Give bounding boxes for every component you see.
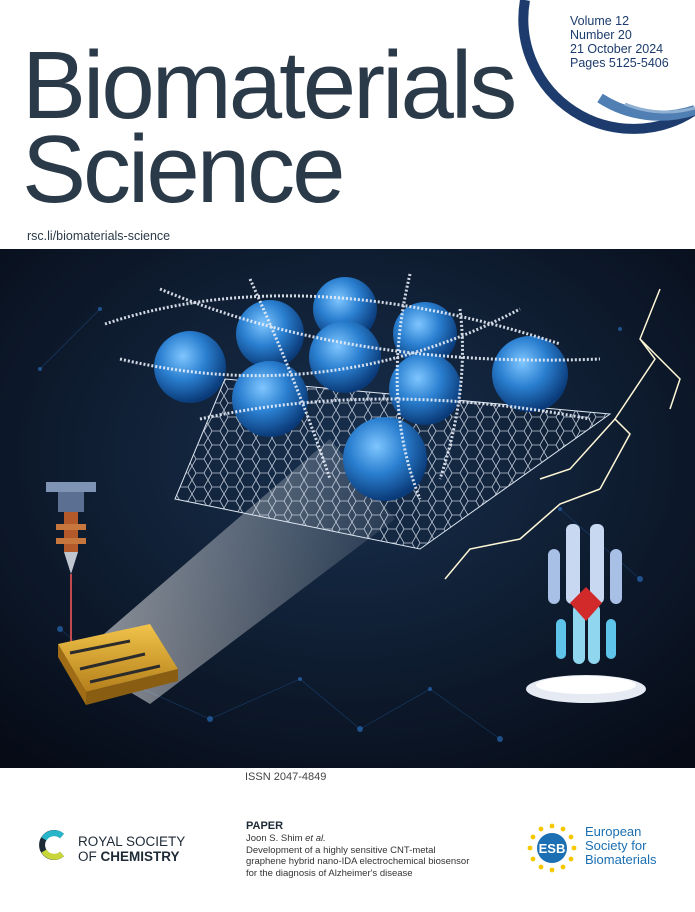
cover-illustration bbox=[0, 249, 695, 768]
issue-number: Number 20 bbox=[570, 28, 632, 42]
rsc-name-line1: ROYAL SOCIETY bbox=[78, 834, 186, 849]
rsc-name-chemistry: CHEMISTRY bbox=[100, 849, 180, 864]
rsc-name: ROYAL SOCIETY OF CHEMISTRY bbox=[78, 834, 185, 864]
issue-volume: Volume 12 bbox=[570, 14, 630, 28]
issue-info: Volume 12 Number 20 21 October 2024 Page… bbox=[570, 14, 669, 70]
issn: ISSN 2047-4849 bbox=[245, 771, 327, 783]
esb-name: European Society for Biomaterials bbox=[585, 825, 657, 867]
esb-name-line2: Society for bbox=[585, 838, 647, 853]
paper-title-line2: graphene hybrid nano-IDA electrochemical… bbox=[246, 856, 470, 867]
rsc-c-logo-icon bbox=[39, 830, 64, 860]
issue-date: 21 October 2024 bbox=[570, 42, 664, 56]
paper-title-line1: Development of a highly sensitive CNT-me… bbox=[246, 844, 436, 856]
esb-name-line3: Biomaterials bbox=[585, 852, 657, 867]
issue-pages: Pages 5125-5406 bbox=[570, 56, 669, 70]
paper-label: PAPER bbox=[246, 820, 284, 832]
paper-title-line3: for the diagnosis of Alzheimer's disease bbox=[246, 867, 413, 879]
esb-star-circle-logo-icon: ESB bbox=[527, 823, 577, 873]
journal-title-line1: Biomaterials bbox=[22, 32, 517, 139]
esb-name-line1: European bbox=[585, 824, 642, 839]
paper-author-suffix: et al. bbox=[305, 833, 326, 844]
issue-arc-icon bbox=[518, 0, 695, 134]
rsc-name-of: OF bbox=[78, 849, 101, 864]
paper-author-name: Joon S. Shim bbox=[246, 833, 303, 844]
rsc-name-line2: OF CHEMISTRY bbox=[78, 849, 185, 864]
journal-title-line2: Science bbox=[22, 116, 346, 223]
featured-paper[interactable]: PAPER Joon S. Shim et al. Development of… bbox=[246, 820, 476, 879]
paper-author: Joon S. Shim et al. bbox=[246, 833, 476, 845]
esb-logo-text: ESB bbox=[539, 841, 566, 856]
journal-url[interactable]: rsc.li/biomaterials-science bbox=[27, 229, 171, 243]
